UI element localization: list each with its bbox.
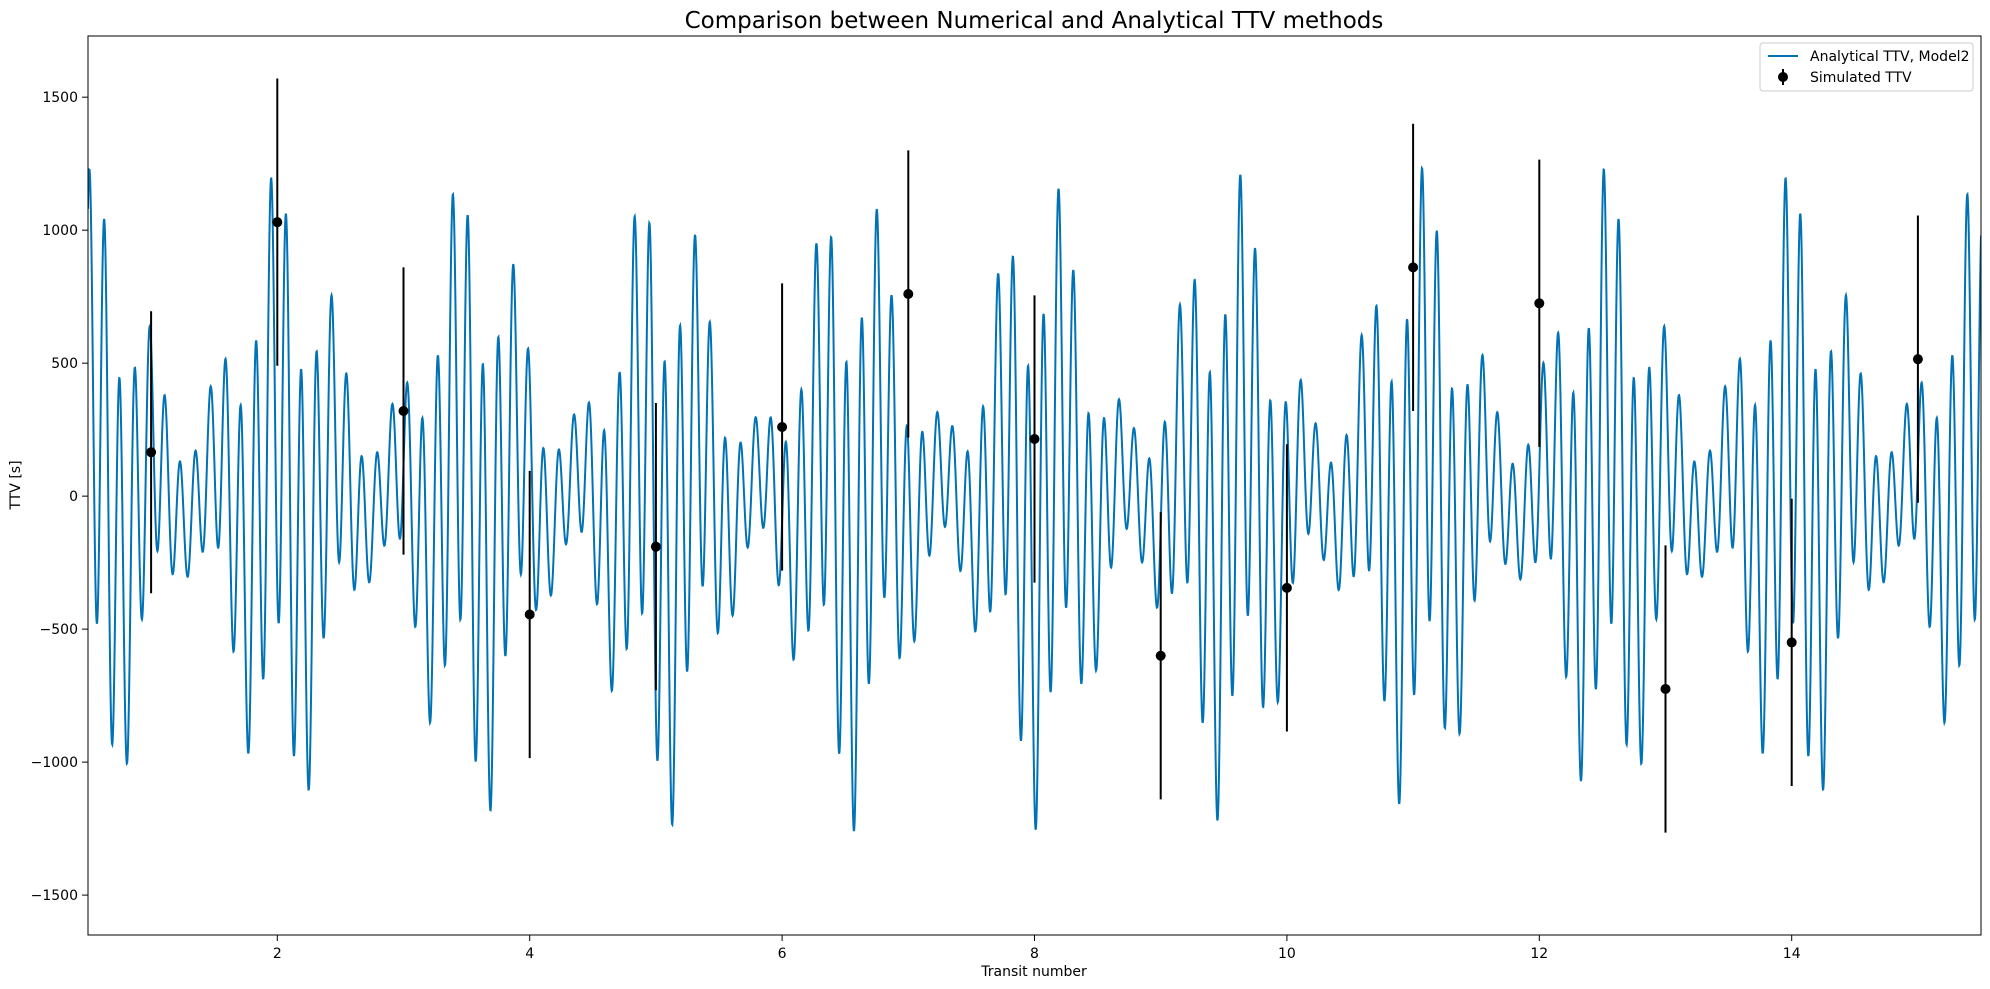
y-tick-label: 1000	[42, 223, 78, 239]
simulated-ttv-point	[650, 403, 661, 691]
x-tick-label: 2	[273, 946, 282, 962]
simulated-ttv-point	[777, 283, 788, 571]
simulated-ttv-point	[1155, 512, 1166, 800]
data-marker	[524, 609, 535, 620]
simulated-ttv-point	[524, 470, 535, 759]
x-tick-label: 8	[1030, 946, 1039, 962]
data-marker	[1534, 298, 1545, 309]
x-tick-label: 12	[1530, 946, 1548, 962]
simulated-ttv-layer	[146, 78, 1923, 833]
y-tick-label: −500	[40, 622, 78, 638]
x-tick-label: 6	[778, 946, 787, 962]
x-axis-ticks: 2 4 6 8 10 12 14	[273, 935, 1801, 962]
simulated-ttv-point	[1281, 444, 1292, 732]
data-marker	[1408, 262, 1419, 273]
data-marker	[272, 217, 283, 228]
data-marker	[1029, 433, 1040, 444]
legend-label-simulated: Simulated TTV	[1810, 70, 1912, 86]
simulated-ttv-point	[1029, 295, 1040, 583]
x-tick-label: 14	[1783, 946, 1801, 962]
data-marker	[1660, 683, 1671, 694]
data-marker	[398, 406, 409, 417]
legend: Analytical TTV, Model2 Simulated TTV	[1759, 42, 1974, 92]
data-marker	[650, 541, 661, 552]
x-tick-label: 4	[525, 946, 534, 962]
simulated-ttv-point	[272, 78, 283, 366]
data-marker	[146, 447, 157, 458]
x-axis-label: Transit number	[980, 964, 1087, 980]
y-tick-label: 0	[69, 489, 78, 505]
simulated-ttv-point	[1912, 215, 1923, 503]
simulated-ttv-point	[1660, 545, 1671, 833]
legend-marker-swatch	[1778, 72, 1788, 82]
y-tick-label: 1500	[42, 90, 78, 106]
x-tick-label: 10	[1278, 946, 1296, 962]
y-tick-label: 500	[51, 356, 78, 372]
y-axis-label: TTV [s]	[8, 460, 24, 510]
y-axis-ticks: −1500 −1000 −500 0 500 1000 1500	[31, 90, 88, 904]
simulated-ttv-point	[903, 150, 914, 438]
data-marker	[903, 288, 914, 299]
chart-title: Comparison between Numerical and Analyti…	[685, 8, 1384, 34]
data-marker	[1786, 637, 1797, 648]
y-tick-label: −1000	[31, 755, 78, 771]
legend-label-analytical: Analytical TTV, Model2	[1810, 49, 1969, 65]
legend-box	[1759, 42, 1974, 92]
simulated-ttv-point	[146, 311, 157, 594]
simulated-ttv-point	[398, 267, 409, 555]
simulated-ttv-point	[1534, 159, 1545, 447]
data-marker	[1281, 582, 1292, 593]
data-marker	[777, 421, 788, 432]
simulated-ttv-point	[1786, 498, 1797, 787]
data-marker	[1912, 354, 1923, 365]
y-tick-label: −1500	[31, 888, 78, 904]
simulated-ttv-point	[1408, 123, 1419, 412]
data-marker	[1155, 650, 1166, 661]
